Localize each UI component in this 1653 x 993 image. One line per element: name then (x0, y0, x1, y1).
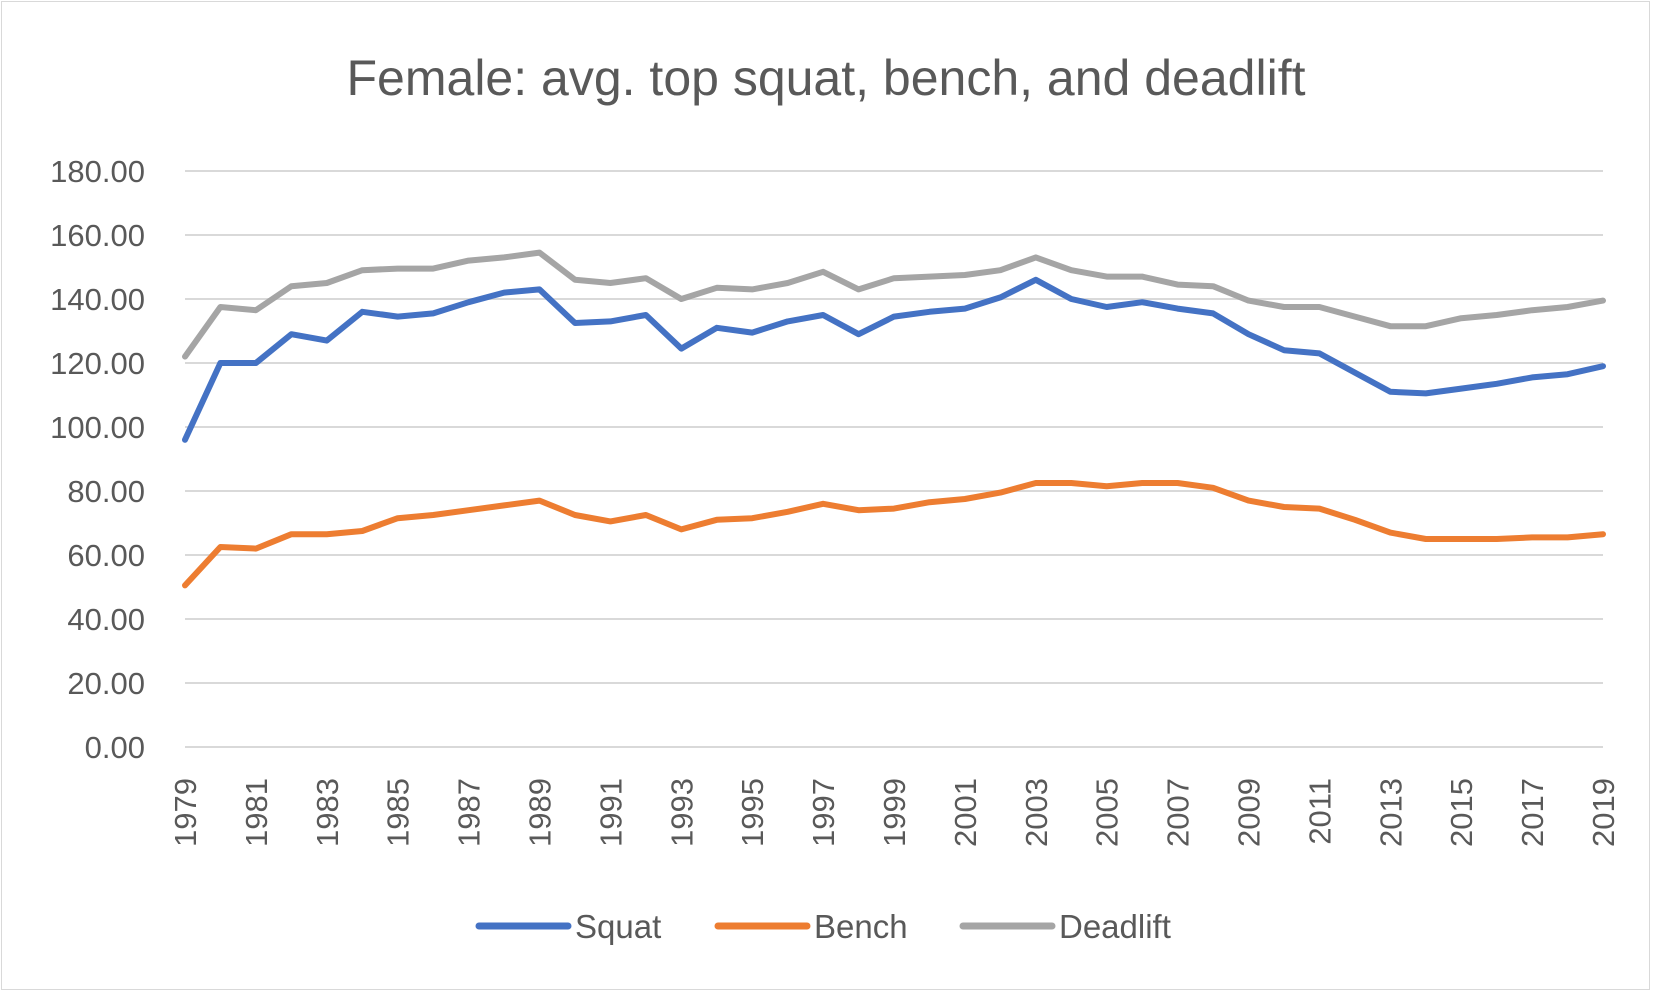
x-tick-label: 1993 (664, 778, 699, 847)
x-tick-label: 2001 (948, 778, 983, 847)
y-tick-label: 80.00 (67, 474, 145, 509)
series-line-squat (182, 276, 1606, 443)
y-tick-label: 120.00 (50, 346, 145, 381)
x-tick-label: 1999 (877, 778, 912, 847)
legend-label-bench: Bench (814, 908, 908, 945)
x-tick-label: 2017 (1515, 778, 1550, 847)
series-line-bench (182, 480, 1606, 589)
chart-title: Female: avg. top squat, bench, and deadl… (347, 50, 1306, 106)
y-tick-label: 160.00 (50, 218, 145, 253)
x-tick-label: 2011 (1302, 778, 1337, 845)
y-tick-label: 20.00 (67, 666, 145, 701)
series-line-deadlift (182, 249, 1606, 360)
y-tick-label: 140.00 (50, 282, 145, 317)
y-tick-label: 100.00 (50, 410, 145, 445)
legend-label-deadlift: Deadlift (1059, 908, 1171, 945)
gridlines (185, 170, 1603, 748)
x-axis-tick-labels: 1979 1981 1983 1985 1987 1989 1991 1993 1995 1997… (168, 778, 1621, 847)
series-lines (182, 249, 1606, 589)
x-tick-label: 1995 (735, 778, 770, 847)
y-tick-label: 40.00 (67, 602, 145, 637)
y-axis-tick-labels: 0.00 20.00 40.00 60.00 80.00 100.00 120.00 140.… (50, 154, 145, 765)
y-tick-label: 60.00 (67, 538, 145, 573)
x-tick-label: 1983 (310, 778, 345, 847)
x-tick-label: 2019 (1586, 778, 1621, 847)
y-tick-label: 180.00 (50, 154, 145, 189)
x-tick-label: 1997 (806, 778, 841, 847)
x-tick-label: 2005 (1090, 778, 1125, 847)
x-tick-label: 1985 (381, 778, 416, 847)
x-tick-label: 1979 (168, 778, 203, 847)
x-tick-label: 2013 (1373, 778, 1408, 847)
y-tick-label: 0.00 (85, 730, 145, 765)
x-tick-label: 1991 (593, 778, 628, 847)
legend: Squat Bench Deadlift (475, 908, 1171, 945)
x-tick-label: 2003 (1019, 778, 1054, 847)
x-tick-label: 1989 (523, 778, 558, 847)
x-tick-label: 2007 (1161, 778, 1196, 847)
x-tick-label: 1981 (239, 778, 274, 847)
x-tick-label: 1987 (452, 778, 487, 847)
legend-label-squat: Squat (575, 908, 661, 945)
x-tick-label: 2015 (1444, 778, 1479, 847)
x-tick-label: 2009 (1232, 778, 1267, 847)
